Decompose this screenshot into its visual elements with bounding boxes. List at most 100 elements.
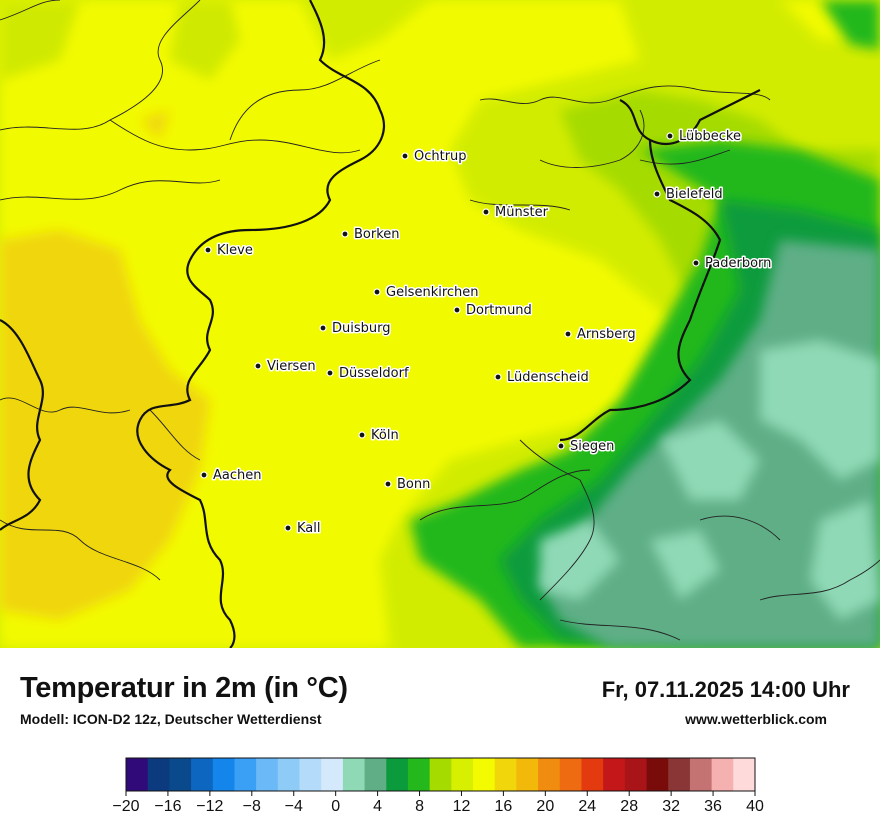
city-label: Münster	[495, 205, 549, 220]
city-marker-borken: Borken	[341, 226, 401, 244]
city-marker-bonn: Bonn	[384, 476, 432, 494]
temperature-map[interactable]: Lübbecke Ochtrup Bielefeld Münster Borken Kle…	[0, 0, 880, 648]
legend-swatch	[321, 758, 344, 791]
city-marker-paderborn: Paderborn	[692, 255, 773, 273]
legend-swatch	[668, 758, 691, 791]
legend-tick-label: 4	[373, 798, 382, 815]
city-marker-arnsberg: Arnsberg	[564, 326, 637, 344]
city-label: Paderborn	[705, 256, 771, 271]
legend-tick-label: 20	[536, 798, 554, 815]
city-label: Bonn	[397, 477, 430, 492]
city-dot	[401, 152, 409, 160]
city-dot	[326, 369, 334, 377]
city-dot	[204, 246, 212, 254]
city-dot	[494, 373, 502, 381]
legend-swatch	[451, 758, 474, 791]
legend-tick-label: 0	[331, 798, 340, 815]
city-marker-duisburg: Duisburg	[319, 320, 392, 338]
legend-swatch	[147, 758, 170, 791]
city-dot	[341, 230, 349, 238]
city-label: Bielefeld	[666, 187, 723, 202]
city-marker-viersen: Viersen	[254, 358, 317, 376]
legend-tick-label: 36	[704, 798, 722, 815]
city-label: Gelsenkirchen	[386, 285, 479, 300]
city-dot	[200, 471, 208, 479]
city-label: Lübbecke	[679, 129, 741, 144]
city-dot	[319, 324, 327, 332]
legend-tick-label: 32	[662, 798, 680, 815]
legend-tick-label: 28	[620, 798, 638, 815]
city-label: Kall	[297, 521, 321, 536]
city-label: Lüdenscheid	[507, 370, 589, 385]
city-label: Ochtrup	[414, 149, 467, 164]
legend-swatch	[234, 758, 257, 791]
borders	[0, 0, 880, 648]
forecast-datetime: Fr, 07.11.2025 14:00 Uhr	[601, 677, 850, 702]
city-marker-dortmund: Dortmund	[453, 302, 533, 320]
city-label: Düsseldorf	[339, 366, 409, 381]
city-label: Arnsberg	[577, 327, 636, 342]
city-marker-kall: Kall	[284, 520, 322, 538]
legend-swatch	[689, 758, 713, 791]
city-marker-münster: Münster	[482, 204, 550, 222]
legend-tick-label: 16	[495, 798, 513, 815]
legend-tick-label: 40	[746, 798, 764, 815]
legend-swatch	[473, 758, 496, 791]
legend-tick-label: 8	[415, 798, 424, 815]
city-dot	[254, 362, 262, 370]
city-marker-gelsenkirchen: Gelsenkirchen	[373, 284, 480, 302]
city-dot	[384, 480, 392, 488]
model-subtitle: Modell: ICON-D2 12z, Deutscher Wetterdie…	[20, 711, 322, 727]
website-link[interactable]: www.wetterblick.com	[685, 711, 827, 727]
city-label: Aachen	[213, 468, 261, 483]
legend-swatch	[256, 758, 279, 791]
legend-swatch	[299, 758, 322, 791]
legend-tick-label: −20	[112, 798, 139, 815]
legend-swatch	[212, 758, 235, 791]
city-marker-düsseldorf: Düsseldorf	[326, 365, 410, 383]
city-marker-lüdenscheid: Lüdenscheid	[494, 369, 590, 387]
city-dot	[564, 330, 572, 338]
city-dot	[453, 306, 461, 314]
city-dot	[692, 259, 700, 267]
city-label: Viersen	[267, 359, 316, 374]
legend-swatch	[581, 758, 604, 791]
city-label: Siegen	[570, 439, 614, 454]
city-marker-ochtrup: Ochtrup	[401, 148, 468, 166]
legend-swatch	[603, 758, 626, 791]
temperature-field	[0, 0, 880, 648]
city-marker-köln: Köln	[358, 427, 400, 445]
temperature-legend: −20 −16 −12 −8 −4 0 4 8 12 16 20 24 28 32 36 40	[0, 755, 880, 825]
legend-tick-label: 24	[578, 798, 596, 815]
city-marker-lübbecke: Lübbecke	[666, 128, 742, 146]
legend-tick-label: −12	[196, 798, 223, 815]
city-dot	[653, 190, 661, 198]
city-dot	[482, 208, 490, 216]
legend-swatch	[364, 758, 387, 791]
legend-tick-label: −4	[285, 798, 303, 815]
city-dot	[373, 288, 381, 296]
city-label: Dortmund	[466, 303, 532, 318]
legend-swatch	[516, 758, 539, 791]
city-marker-bielefeld: Bielefeld	[653, 186, 724, 204]
legend-swatch	[624, 758, 647, 791]
legend-swatch	[169, 758, 192, 791]
city-dot	[358, 431, 366, 439]
legend-swatch	[429, 758, 452, 791]
legend-swatch	[538, 758, 561, 791]
city-label: Borken	[354, 227, 400, 242]
legend-swatch	[559, 758, 582, 791]
legend-swatch	[386, 758, 409, 791]
legend-tick-label: −8	[243, 798, 261, 815]
legend-swatch	[277, 758, 300, 791]
city-label: Kleve	[217, 243, 253, 258]
legend-swatch	[494, 758, 517, 791]
legend-swatch	[711, 758, 734, 791]
legend-swatch	[407, 758, 431, 791]
map-title: Temperatur in 2m (in °C)	[20, 672, 348, 704]
city-dot	[557, 442, 565, 450]
city-markers: Lübbecke Ochtrup Bielefeld Münster Borken Kle…	[200, 128, 773, 538]
city-marker-siegen: Siegen	[557, 438, 616, 456]
city-dot	[666, 132, 674, 140]
city-marker-kleve: Kleve	[204, 242, 254, 260]
